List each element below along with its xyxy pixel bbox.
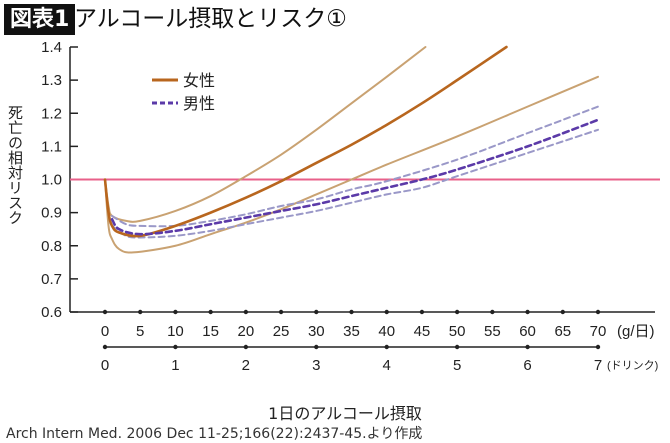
drinks-tick <box>314 344 319 350</box>
drinks-tick <box>384 344 389 350</box>
x-tick-label: 70 <box>590 323 607 340</box>
x-tick <box>173 309 178 315</box>
x-tick <box>419 309 425 315</box>
x-tick-label: 40 <box>378 323 395 340</box>
x-tick-label: 30 <box>308 323 325 340</box>
drinks-tick-label: 6 <box>523 357 531 374</box>
x-tick <box>349 309 354 315</box>
x-tick-label: 45 <box>414 323 431 340</box>
drinks-tick <box>102 344 108 350</box>
x-tick <box>314 309 319 315</box>
x-axis-title: 1日のアルコール摂取 <box>268 404 422 423</box>
y-tick-label: 1.2 <box>41 105 62 122</box>
y-tick-label: 1.1 <box>41 138 62 155</box>
x-tick-label: 5 <box>136 323 144 340</box>
x-tick <box>454 309 460 315</box>
drinks-tick-label: 1 <box>171 357 179 374</box>
drinks-tick-label: 2 <box>242 357 250 374</box>
drinks-tick <box>454 344 460 350</box>
series-female-estimate <box>103 45 508 238</box>
x-tick <box>490 309 495 315</box>
series-male-lower <box>111 128 599 239</box>
x-tick <box>138 309 143 315</box>
y-tick-label: 0.7 <box>41 271 62 288</box>
x-tick <box>384 309 389 315</box>
x-tick-label: 10 <box>167 323 184 340</box>
series-male-estimate <box>110 118 600 236</box>
chart-title: アルコール摂取とリスク① <box>74 6 347 32</box>
x-tick <box>595 309 601 315</box>
y-axis-label: 死亡の相対リスク <box>6 105 24 225</box>
legend-label-male: 男性 <box>183 95 215 113</box>
x-tick <box>278 309 284 315</box>
y-tick-label: 0.9 <box>41 205 62 222</box>
x-tick <box>243 309 249 315</box>
y-tick-label: 1.0 <box>41 172 62 189</box>
y-tick-label: 1.4 <box>41 39 62 56</box>
x-tick-label: 50 <box>449 323 466 340</box>
x-tick-label: 65 <box>554 323 571 340</box>
drinks-tick-label: 3 <box>312 357 320 374</box>
x-axis-unit: (g/日) <box>617 323 655 340</box>
x-tick-label: 35 <box>343 323 360 340</box>
drinks-tick <box>595 344 601 350</box>
drinks-tick <box>243 344 249 350</box>
x-tick-label: 15 <box>202 323 219 340</box>
x-tick <box>208 309 213 315</box>
x-tick-label: 20 <box>238 323 255 340</box>
figure-badge: 図表1 <box>4 4 76 35</box>
citation: Arch Intern Med. 2006 Dec 11-25;166(22):… <box>6 426 423 442</box>
x-tick <box>102 309 108 315</box>
y-tick-label: 0.8 <box>41 238 62 255</box>
drinks-tick-label: 4 <box>383 357 391 374</box>
legend: 女性 男性 <box>152 71 215 113</box>
drinks-tick-label: 0 <box>101 357 109 374</box>
drinks-axis-unit: (ドリンク) <box>607 359 658 372</box>
drinks-tick <box>525 344 530 350</box>
x-tick-label: 60 <box>519 323 536 340</box>
drinks-tick-label: 5 <box>453 357 461 374</box>
x-tick-label: 55 <box>484 323 501 340</box>
legend-label-female: 女性 <box>183 71 215 90</box>
x-tick-label: 25 <box>273 323 290 340</box>
drinks-tick <box>173 344 178 350</box>
x-tick-label: 0 <box>101 323 109 340</box>
x-tick <box>525 309 530 315</box>
y-tick-label: 1.3 <box>41 72 62 89</box>
y-tick-label: 0.6 <box>41 304 62 321</box>
x-tick <box>560 309 565 315</box>
series-male-upper <box>111 105 599 228</box>
series-female-lower <box>104 75 599 254</box>
drinks-tick-label: 7 <box>594 357 602 374</box>
